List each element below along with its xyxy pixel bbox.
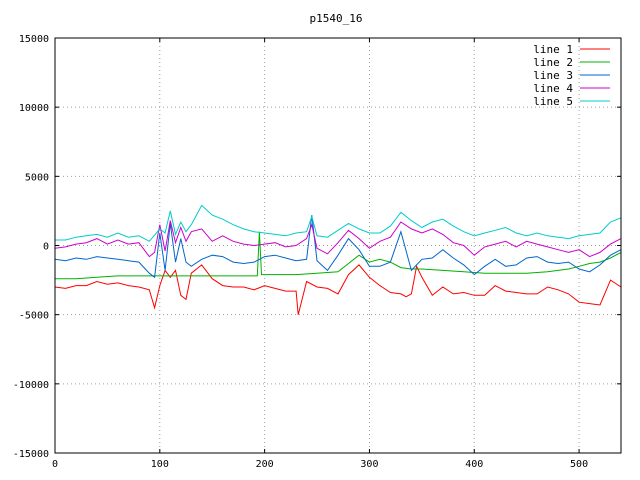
series-line-1 bbox=[54, 264, 622, 315]
y-tick-label: -5000 bbox=[19, 311, 49, 322]
x-tick-label: 100 bbox=[151, 459, 169, 470]
y-tick-label: 5000 bbox=[25, 172, 49, 183]
y-tick-label: -10000 bbox=[13, 380, 49, 391]
y-tick-label: -15000 bbox=[13, 449, 49, 460]
series-line-2 bbox=[55, 231, 622, 280]
x-tick-label: 500 bbox=[570, 459, 588, 470]
x-tick-label: 0 bbox=[52, 459, 58, 470]
x-tick-label: 300 bbox=[360, 459, 378, 470]
series-line-5 bbox=[55, 204, 622, 242]
x-tick-label: 400 bbox=[465, 459, 483, 470]
axis-ticks: 0 100 200 300 400 500 -15000 -10000 -5000 0 5000 10… bbox=[13, 34, 621, 470]
chart-title: p1540_16 bbox=[310, 12, 363, 25]
y-tick-label: 0 bbox=[43, 242, 49, 253]
legend-label: line 5 bbox=[533, 95, 573, 108]
legend-label: line 2 bbox=[533, 56, 573, 69]
x-tick-label: 200 bbox=[256, 459, 274, 470]
series-line-4 bbox=[54, 220, 622, 258]
legend-label: line 4 bbox=[533, 82, 573, 95]
series-lines bbox=[54, 204, 622, 315]
y-tick-label: 10000 bbox=[19, 103, 49, 114]
y-tick-label: 15000 bbox=[19, 34, 49, 45]
legend-label: line 3 bbox=[533, 69, 573, 82]
legend-label: line 1 bbox=[533, 43, 573, 56]
